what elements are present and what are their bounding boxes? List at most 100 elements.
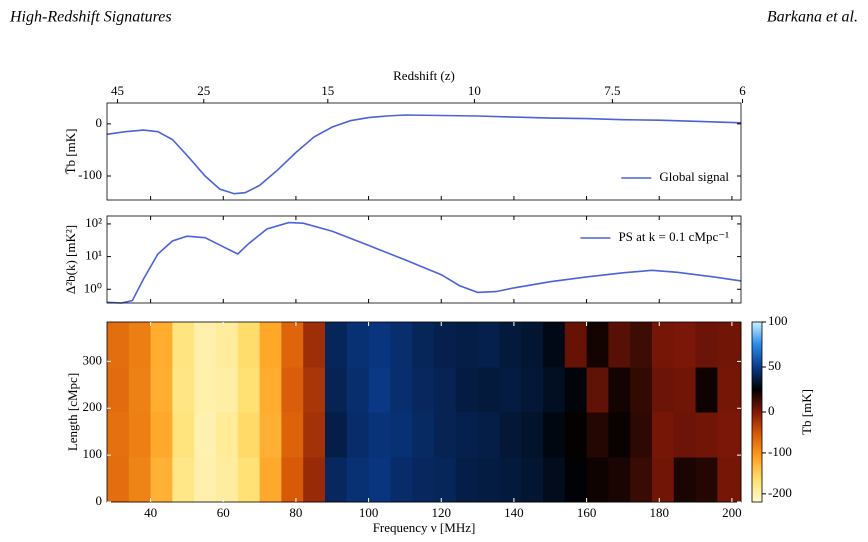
- heatmap-cell: [586, 322, 609, 368]
- y-tick-label: 10²: [85, 215, 102, 230]
- heatmap-cell: [368, 412, 391, 458]
- heatmap-cell: [586, 367, 609, 413]
- series-line: [106, 221, 742, 304]
- x-tick-label: 60: [217, 505, 230, 520]
- heatmap-cell: [194, 367, 217, 413]
- heatmap-cell: [303, 457, 326, 503]
- heatmap-cell: [215, 322, 239, 368]
- heatmap-cell: [651, 412, 675, 458]
- heatmap-cell: [695, 457, 718, 503]
- heatmap-cell: [107, 457, 130, 503]
- x2-tick-label: 6: [739, 83, 746, 98]
- heatmap-cell: [717, 412, 742, 458]
- heatmap-cell: [346, 367, 370, 413]
- y-axis-label: Length [cMpc]: [65, 373, 80, 451]
- colorbar-tick-label: 0: [768, 403, 775, 418]
- legend-label: PS at k = 0.1 cMpc⁻¹: [618, 229, 729, 244]
- x2-tick-label: 15: [321, 83, 334, 98]
- series-line: [106, 114, 742, 195]
- y-tick-label: 0: [96, 115, 103, 130]
- y-axis-label: T̄b [mK]: [63, 129, 78, 175]
- y-axis-label: Δ²b(k) [mK²]: [63, 225, 78, 294]
- heatmap-cell: [346, 457, 370, 503]
- heatmap-cell: [433, 457, 457, 503]
- heatmap-cell: [215, 412, 239, 458]
- heatmap-cell: [150, 412, 173, 458]
- heatmap-cell: [433, 322, 457, 368]
- plot-frame: [106, 321, 742, 503]
- heatmap-cell: [194, 322, 217, 368]
- y-tick-label: 10¹: [85, 248, 102, 263]
- colorbar-tick-label: 100: [768, 313, 788, 328]
- heatmap-cell: [128, 412, 152, 458]
- x-tick-label: 160: [577, 505, 597, 520]
- heatmap-cell: [564, 412, 588, 458]
- heatmap-cell: [499, 367, 522, 413]
- heatmap-cell: [521, 412, 544, 458]
- heatmap-cell: [477, 412, 500, 458]
- heatmap-cell: [499, 322, 522, 368]
- x2-axis-label: Redshift (z): [393, 68, 455, 83]
- heatmap-cell: [172, 412, 195, 458]
- heatmap-cell: [172, 457, 195, 503]
- y-tick-label: 100: [83, 446, 103, 461]
- heatmap-cell: [107, 322, 130, 368]
- heatmap-cell: [281, 367, 304, 413]
- heatmap-cell: [630, 322, 653, 368]
- x-tick-label: 200: [722, 505, 742, 520]
- heatmap-cell: [564, 322, 588, 368]
- heatmap-cell: [695, 367, 718, 413]
- x-axis-label: Frequency ν [MHz]: [373, 520, 476, 535]
- y-tick-label: 0: [96, 493, 103, 508]
- heatmap-cell: [128, 457, 152, 503]
- heatmap-cell: [281, 412, 304, 458]
- heatmap-cell: [608, 322, 631, 368]
- heatmap-cell: [194, 457, 217, 503]
- heatmap-cell: [717, 367, 742, 413]
- x2-tick-label: 10: [468, 83, 481, 98]
- heatmap-cell: [542, 322, 566, 368]
- colorbar: [751, 321, 763, 503]
- heatmap-cell: [433, 412, 457, 458]
- heatmap-cell: [455, 412, 479, 458]
- x2-tick-label: 7.5: [604, 83, 620, 98]
- heatmap-cell: [542, 367, 566, 413]
- heatmap-cell: [324, 412, 348, 458]
- heatmap-cell: [673, 322, 697, 368]
- heatmap-cell: [608, 412, 631, 458]
- colorbar-tick-label: -200: [768, 485, 792, 500]
- heatmap-cell: [172, 322, 195, 368]
- plot-frame: [106, 215, 742, 304]
- heatmap-cell: [237, 322, 261, 368]
- heatmap-cell: [172, 367, 195, 413]
- heatmap-cell: [651, 367, 675, 413]
- heatmap-cell: [237, 367, 261, 413]
- heatmap-cell: [346, 412, 370, 458]
- heatmap-cell: [521, 457, 544, 503]
- heatmap-cell: [542, 457, 566, 503]
- heatmap-cell: [194, 412, 217, 458]
- heatmap-cell: [695, 412, 718, 458]
- colorbar-tick-label: 50: [768, 358, 781, 373]
- heatmap-cell: [150, 457, 173, 503]
- heatmap-cell: [107, 412, 130, 458]
- heatmap-cell: [586, 412, 609, 458]
- heatmap-cell: [259, 367, 282, 413]
- heatmap-cell: [128, 322, 152, 368]
- heatmap-cell: [346, 322, 370, 368]
- heatmap-cell: [259, 412, 282, 458]
- heatmap-cell: [499, 412, 522, 458]
- x-tick-label: 100: [359, 505, 379, 520]
- heatmap-cell: [237, 457, 261, 503]
- heatmap-cell: [281, 322, 304, 368]
- heatmap-cell: [651, 457, 675, 503]
- heatmap-cell: [651, 322, 675, 368]
- heatmap-cell: [455, 367, 479, 413]
- heatmap-cell: [608, 367, 631, 413]
- heatmap-cell: [673, 412, 697, 458]
- x-tick-label: 140: [504, 505, 524, 520]
- heatmap-cell: [412, 457, 435, 503]
- heatmap-cell: [412, 322, 435, 368]
- heatmap-cell: [586, 457, 609, 503]
